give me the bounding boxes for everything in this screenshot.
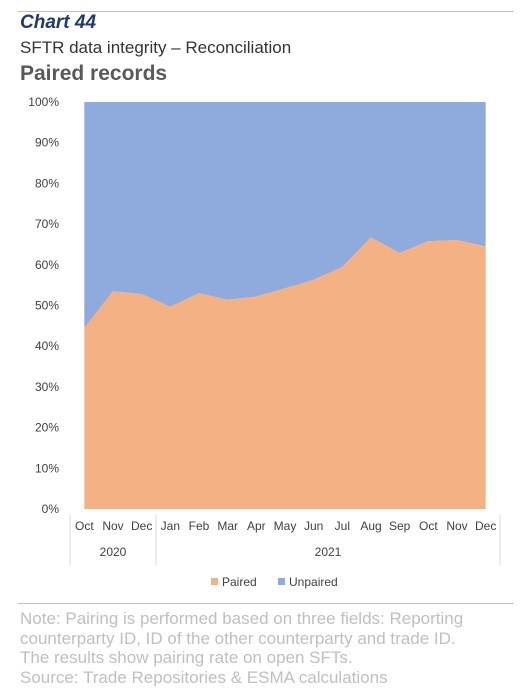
y-axis: 0% 10% 20% 30% 40% 50% 60% 70% 80% 90% 100% <box>28 95 59 516</box>
note-line-1: Note: Pairing is performed based on thre… <box>20 609 464 628</box>
series-paired-area <box>84 237 486 509</box>
y-tick-label: 30% <box>35 380 59 394</box>
y-tick-label: 80% <box>35 176 59 190</box>
y-tick-label: 90% <box>35 136 59 150</box>
x-group-label: 2021 <box>315 545 342 559</box>
legend-swatch <box>278 578 285 585</box>
x-tick-label: Jun <box>304 519 323 533</box>
x-tick-label: Oct <box>75 519 94 533</box>
area-chart: 0% 10% 20% 30% 40% 50% 60% 70% 80% 90% 100% Oct Nov… <box>28 95 501 589</box>
source-line: Source: Trade Repositories & ESMA calcul… <box>20 667 388 687</box>
x-tick-label: Dec <box>475 519 496 533</box>
bottom-rule <box>18 603 514 604</box>
note-line-3: The results show pairing rate on open SF… <box>20 648 353 667</box>
series-unpaired-area <box>84 102 486 328</box>
x-tick-label: Feb <box>189 519 210 533</box>
x-tick-label: May <box>274 519 297 533</box>
legend: Paired Unpaired <box>211 575 338 589</box>
x-tick-label: Jan <box>161 519 180 533</box>
y-tick-label: 20% <box>35 421 59 435</box>
x-group-label: 2020 <box>100 545 127 559</box>
x-tick-label: Jul <box>335 519 350 533</box>
x-tick-label: Nov <box>446 519 467 533</box>
legend-label: Paired <box>222 575 257 589</box>
x-tick-label: Aug <box>360 519 381 533</box>
note-line-2: counterparty ID, ID of the other counter… <box>20 628 456 648</box>
x-tick-label: Dec <box>131 519 152 533</box>
plot-area <box>84 102 486 509</box>
x-tick-label: Apr <box>247 519 266 533</box>
x-axis: Oct Nov Dec Jan Feb Mar Apr May Jun Jul Aug Sep Oct N… <box>69 515 501 565</box>
chart-title: Paired records <box>20 62 168 85</box>
chart-subtitle: SFTR data integrity – Reconciliation <box>20 38 292 57</box>
x-tick-label: Sep <box>389 519 411 533</box>
y-tick-label: 10% <box>35 461 59 475</box>
chart-number: Chart 44 <box>20 12 97 33</box>
notes: Note: Pairing is performed based on thre… <box>20 609 514 687</box>
y-tick-label: 60% <box>35 258 59 272</box>
y-tick-label: 50% <box>35 299 59 313</box>
y-tick-label: 0% <box>42 502 60 516</box>
x-tick-label: Nov <box>102 519 123 533</box>
x-tick-label: Mar <box>217 519 238 533</box>
top-rule <box>18 11 514 12</box>
y-tick-label: 40% <box>35 339 59 353</box>
y-tick-label: 100% <box>28 95 59 109</box>
legend-swatch <box>211 578 218 585</box>
y-tick-label: 70% <box>35 217 59 231</box>
legend-label: Unpaired <box>289 575 338 589</box>
x-tick-label: Oct <box>419 519 438 533</box>
